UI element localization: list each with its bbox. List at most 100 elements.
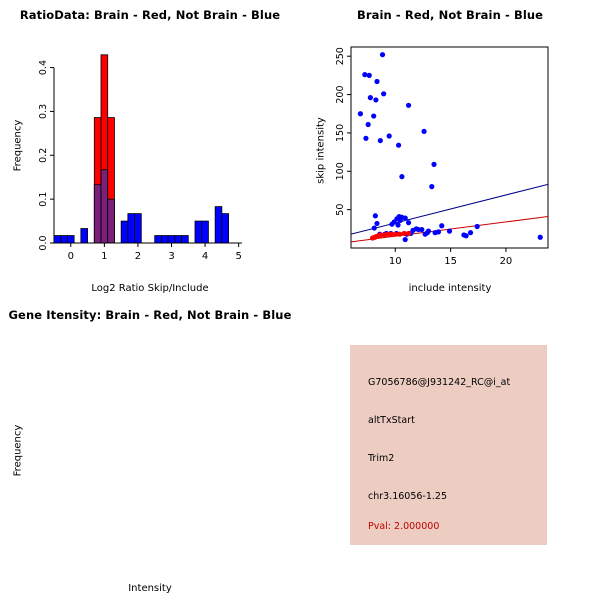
gene-symbol-text: Trim2 bbox=[368, 453, 395, 464]
scatter-point bbox=[446, 228, 453, 234]
scatter-point bbox=[365, 121, 371, 128]
scatter-point bbox=[401, 230, 407, 237]
scatter-point bbox=[371, 225, 377, 231]
scatter-point bbox=[402, 215, 408, 221]
scatter-point bbox=[366, 72, 372, 78]
scatter-point bbox=[474, 223, 480, 230]
ratio-histogram-title: RatioData: Brain - Red, Not Brain - Blue bbox=[19, 8, 281, 22]
histogram-bar-notbrain bbox=[167, 235, 176, 244]
probe-id-text: G7056786@J931242_RC@i_at bbox=[368, 377, 511, 388]
x-tick-label: 4 bbox=[202, 251, 208, 262]
scatter-point bbox=[374, 78, 380, 85]
x-tick-label: 10 bbox=[389, 256, 402, 267]
scatter-point bbox=[367, 95, 373, 101]
scatter-point bbox=[419, 226, 425, 233]
x-tick-label: 2 bbox=[135, 251, 141, 262]
y-tick-label: 0.3 bbox=[38, 104, 49, 119]
x-tick-label: 0 bbox=[68, 251, 74, 262]
histogram-bar-notbrain bbox=[161, 235, 169, 244]
y-tick-label: 100 bbox=[335, 162, 346, 180]
scatter-point bbox=[395, 142, 402, 148]
x-tick-label: 3 bbox=[168, 251, 174, 262]
scatter-point bbox=[372, 213, 378, 219]
histogram-bar-notbrain bbox=[80, 228, 88, 244]
gene-x-axis-label: Intensity bbox=[128, 583, 172, 594]
histogram-bar-notbrain bbox=[127, 213, 135, 244]
scatter-point bbox=[402, 236, 408, 243]
scatter-point bbox=[405, 102, 412, 108]
scatter-point bbox=[421, 128, 427, 134]
ratio-x-axis-label: Log2 Ratio Skip/Include bbox=[91, 283, 209, 294]
histogram-bar-overlap bbox=[100, 169, 109, 244]
y-tick-label: 0.4 bbox=[38, 60, 49, 75]
scatter-point bbox=[392, 231, 398, 237]
scatter-point bbox=[371, 113, 377, 119]
scatter-point bbox=[362, 72, 368, 78]
histogram-bar-notbrain bbox=[174, 235, 182, 244]
gene-y-axis-label: Frequency bbox=[12, 424, 24, 477]
scatter-point bbox=[439, 223, 445, 229]
scatter-point bbox=[397, 217, 403, 223]
scatter-point bbox=[537, 234, 543, 240]
histogram-bar-notbrain bbox=[214, 206, 223, 244]
x-tick-label: 5 bbox=[235, 251, 241, 262]
gene-info-panel: G7056786@J931242_RC@i_at altTxStart Trim… bbox=[300, 300, 600, 600]
gene-intensity-panel: Gene Itensity: Brain - Red, Not Brain - … bbox=[0, 300, 300, 600]
scatter-y-axis-label: skip intensity bbox=[315, 117, 327, 184]
histogram-bar-notbrain bbox=[154, 235, 162, 244]
ratio-histogram-panel: RatioData: Brain - Red, Not Brain - Blue… bbox=[0, 0, 300, 300]
pval-text: Pval: 2.000000 bbox=[368, 521, 440, 532]
scatter-point bbox=[379, 52, 386, 58]
scatter-point bbox=[397, 231, 403, 237]
x-tick-label: 20 bbox=[500, 256, 513, 267]
event-type-text: altTxStart bbox=[368, 415, 415, 426]
x-tick-label: 15 bbox=[444, 256, 457, 267]
scatter-point bbox=[389, 221, 395, 227]
scatter-point bbox=[405, 230, 412, 237]
histogram-bar-notbrain bbox=[194, 220, 203, 244]
regression-line bbox=[351, 183, 548, 235]
y-tick-label: 0.1 bbox=[38, 192, 49, 207]
scatter-title: Brain - Red, Not Brain - Blue bbox=[356, 8, 544, 22]
x-tick-label: 1 bbox=[101, 251, 107, 262]
scatter-point bbox=[388, 231, 394, 237]
scatter-point bbox=[363, 135, 369, 141]
gene-intensity-title: Gene Itensity: Brain - Red, Not Brain - … bbox=[8, 308, 292, 322]
intensity-scatter-svg: 50 100 150 200 250 10 15 20 bbox=[335, 46, 549, 267]
histogram-bar-notbrain bbox=[120, 220, 129, 244]
y-tick-label: 0.2 bbox=[38, 148, 49, 163]
gene-info-box: G7056786@J931242_RC@i_at altTxStart Trim… bbox=[350, 345, 547, 545]
scatter-point bbox=[435, 229, 442, 235]
histogram-bar-notbrain bbox=[60, 235, 68, 244]
gene-intensity-svg: 0.00.20.40.60.81.0100200300400500 bbox=[0, 300, 300, 600]
histogram-bar-notbrain bbox=[181, 235, 189, 244]
scatter-point bbox=[422, 231, 428, 237]
y-tick-label: 200 bbox=[335, 85, 346, 103]
y-tick-label: 150 bbox=[335, 124, 346, 142]
scatter-point bbox=[374, 220, 380, 227]
ratio-y-axis-label: Frequency bbox=[12, 119, 24, 172]
y-tick-label: 50 bbox=[335, 204, 346, 216]
scatter-point bbox=[463, 233, 469, 239]
histogram-bar-notbrain bbox=[53, 235, 62, 244]
scatter-point bbox=[357, 111, 364, 117]
scatter-point bbox=[429, 184, 435, 190]
y-tick-label: 0.0 bbox=[38, 235, 49, 250]
scatter-x-axis-label: include intensity bbox=[408, 283, 492, 294]
scatter-point bbox=[386, 133, 392, 139]
scatter-point bbox=[467, 230, 474, 236]
scatter-point bbox=[395, 222, 401, 228]
scatter-point bbox=[381, 91, 387, 97]
intensity-scatter-panel: Brain - Red, Not Brain - Blue 50 100 150 20… bbox=[300, 0, 600, 300]
histogram-bar-overlap bbox=[93, 184, 102, 244]
ratio-histogram-svg: 0.0 0.1 0.2 0.3 0.4 0 1 2 3 4 5 bbox=[38, 54, 242, 262]
scatter-point bbox=[405, 220, 412, 226]
locus-text: chr3.16056-1.25 bbox=[368, 491, 448, 502]
scatter-data-layer bbox=[351, 52, 548, 243]
scatter-point bbox=[431, 161, 437, 167]
scatter-point bbox=[373, 97, 379, 103]
histogram-bar-overlap bbox=[107, 198, 115, 244]
histogram-bar-notbrain bbox=[201, 220, 209, 244]
histogram-bar-notbrain bbox=[134, 213, 142, 244]
histogram-bar-notbrain bbox=[221, 213, 229, 244]
